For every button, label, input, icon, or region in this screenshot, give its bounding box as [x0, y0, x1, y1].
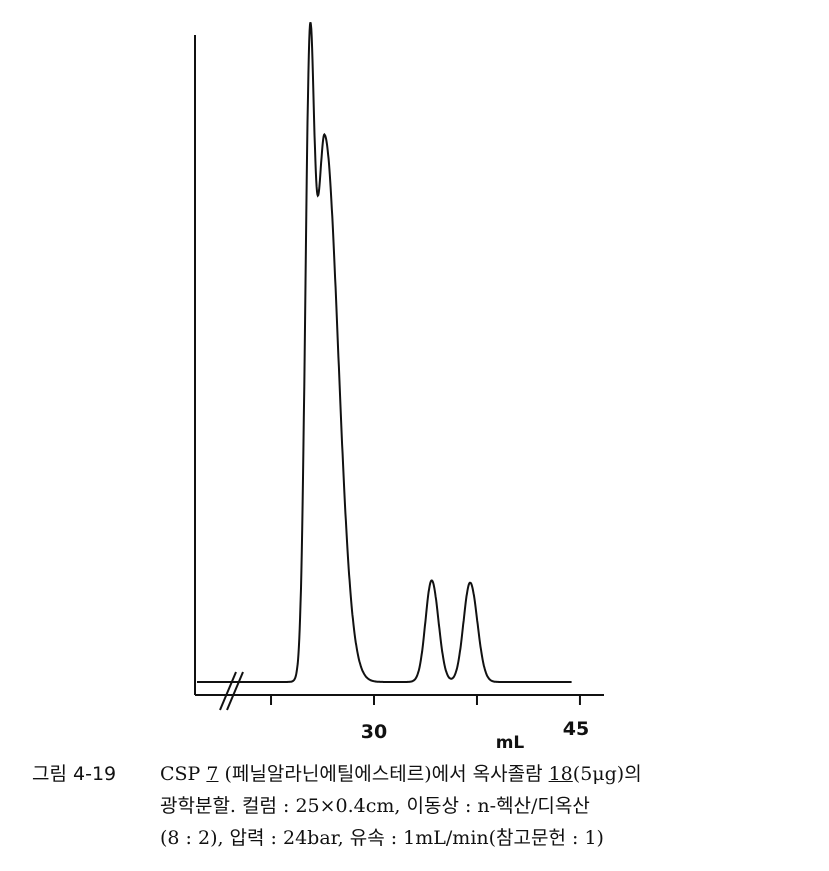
caption-line-3: (8 : 2), 압력 : 24bar, 유속 : 1mL/min(참고문헌 :…: [160, 827, 604, 849]
x-tick-label-45: 45: [563, 718, 589, 740]
figure-number: 그림 4-19: [32, 763, 117, 785]
chromatogram-trace: [197, 22, 572, 683]
csp-number: 7: [206, 763, 219, 785]
caption-text: CSP: [160, 763, 207, 785]
x-tick-label-30: 30: [361, 721, 387, 743]
axis-break-mark: [219, 671, 244, 711]
x-axis-unit-label: mL: [496, 733, 525, 750]
caption-line-2: 광학분할. 컬럼 : 25×0.4cm, 이동상 : n-헥산/디옥산: [160, 795, 590, 817]
caption-text: (5μg)의: [572, 763, 642, 785]
caption-text: (페닐알라닌에틸에스테르)에서 옥사졸람: [218, 763, 549, 785]
chromatogram-chart: 30 45 mL: [194, 22, 604, 750]
compound-number: 18: [548, 763, 573, 785]
figure-caption: 그림 4-19 CSP 7 (페닐알라닌에틸에스테르)에서 옥사졸람 18(5μg…: [32, 758, 642, 854]
